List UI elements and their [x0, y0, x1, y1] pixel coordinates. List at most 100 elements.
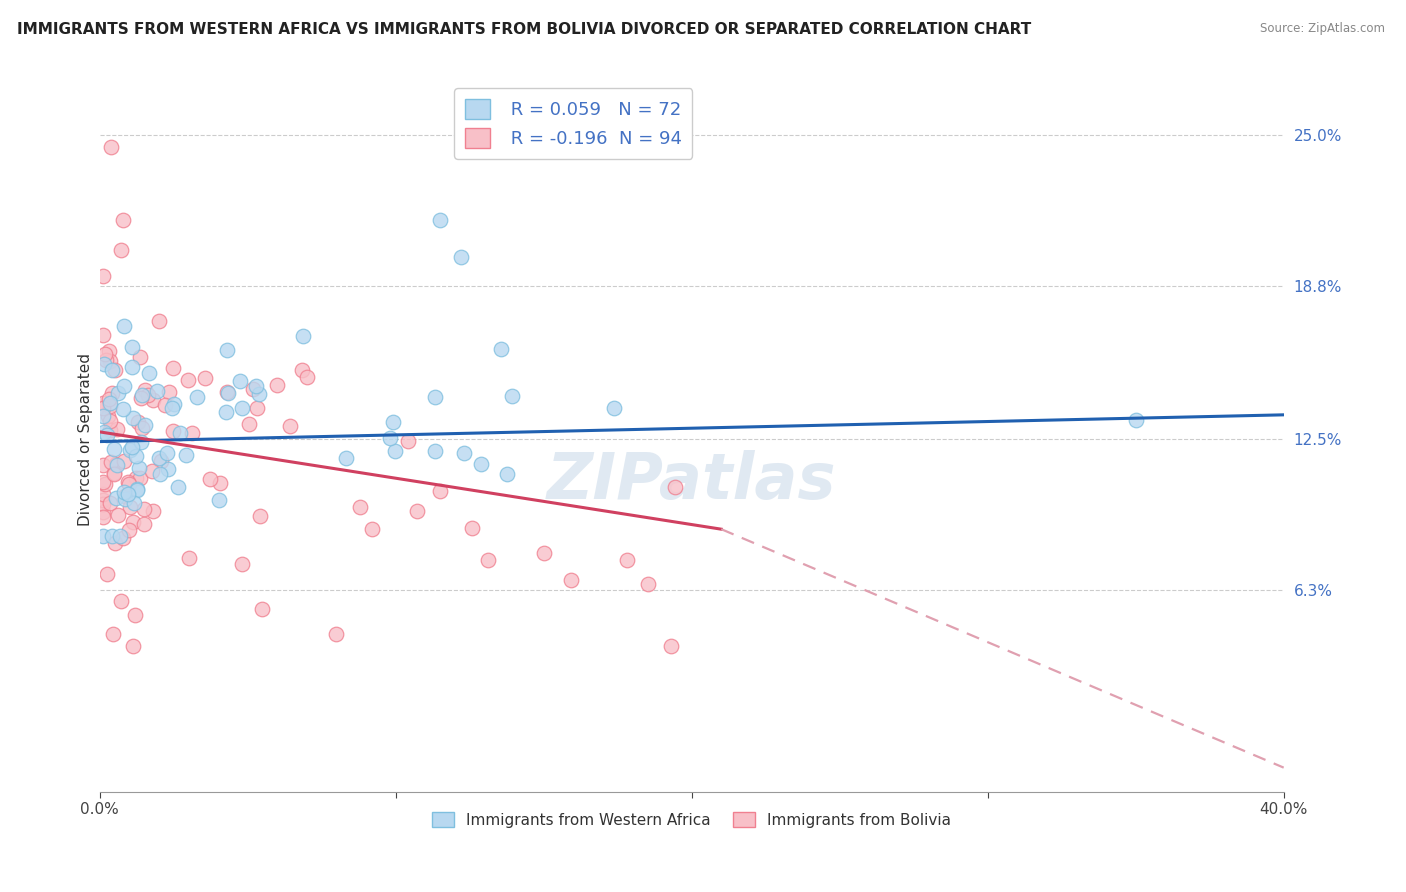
Point [129, 471, 152, 485]
Point [382, 415, 405, 429]
Point [169, 426, 191, 441]
Point [142, 504, 165, 518]
Point [138, 366, 160, 380]
Point [112, 454, 135, 468]
Point [229, 374, 252, 388]
Point [603, 401, 626, 415]
Point [134, 383, 156, 397]
Point [121, 639, 143, 653]
Point [127, 415, 149, 429]
Point [217, 386, 239, 401]
Point [103, 442, 125, 456]
Point [129, 350, 152, 364]
Point [659, 639, 682, 653]
Point [125, 471, 148, 485]
Point [208, 476, 231, 491]
Point [231, 557, 253, 571]
Point [94, 347, 117, 361]
Point [107, 508, 129, 522]
Point [495, 467, 517, 482]
Point [105, 458, 128, 472]
Point [132, 502, 155, 516]
Point [148, 314, 170, 328]
Point [110, 244, 132, 258]
Point [162, 397, 184, 411]
Point [114, 489, 136, 503]
Point [91, 492, 114, 507]
Point [91, 497, 114, 511]
Point [107, 385, 129, 400]
Point [149, 467, 172, 481]
Point [162, 360, 184, 375]
Point [560, 573, 582, 587]
Point [101, 362, 124, 376]
Point [177, 551, 200, 566]
Point [120, 442, 142, 457]
Point [121, 440, 143, 454]
Point [238, 417, 260, 432]
Point [145, 384, 167, 398]
Point [104, 536, 127, 550]
Point [325, 627, 347, 641]
Point [98, 344, 121, 359]
Point [138, 387, 160, 401]
Point [166, 480, 188, 494]
Point [111, 401, 134, 416]
Point [297, 370, 319, 384]
Point [98, 400, 121, 414]
Point [215, 405, 238, 419]
Point [450, 250, 472, 264]
Point [384, 444, 406, 458]
Point [141, 465, 163, 479]
Point [91, 475, 114, 489]
Point [181, 425, 204, 440]
Point [103, 466, 125, 480]
Point [93, 401, 115, 415]
Point [278, 419, 301, 434]
Point [423, 444, 446, 458]
Point [131, 388, 153, 402]
Point [176, 448, 198, 462]
Point [94, 477, 117, 491]
Point [114, 492, 136, 507]
Point [637, 577, 659, 591]
Point [117, 487, 139, 501]
Point [96, 428, 118, 442]
Point [96, 567, 118, 582]
Point [266, 378, 288, 392]
Point [616, 552, 638, 566]
Point [97, 409, 120, 423]
Point [134, 418, 156, 433]
Point [91, 529, 114, 543]
Point [349, 500, 371, 514]
Point [108, 529, 131, 543]
Point [100, 140, 122, 154]
Point [112, 379, 135, 393]
Point [1125, 412, 1147, 426]
Point [98, 392, 121, 406]
Point [217, 385, 239, 400]
Point [125, 482, 148, 496]
Point [105, 422, 128, 436]
Point [98, 396, 121, 410]
Point [461, 521, 484, 535]
Point [150, 453, 173, 467]
Point [245, 379, 267, 393]
Point [125, 483, 148, 498]
Point [117, 523, 139, 537]
Point [121, 340, 143, 354]
Point [118, 500, 141, 514]
Point [477, 553, 499, 567]
Point [335, 450, 357, 465]
Point [429, 213, 451, 227]
Point [98, 423, 121, 437]
Point [177, 373, 200, 387]
Point [91, 268, 114, 283]
Point [104, 362, 127, 376]
Point [131, 421, 153, 435]
Point [533, 546, 555, 560]
Point [249, 508, 271, 523]
Point [194, 371, 217, 385]
Point [112, 213, 135, 227]
Point [664, 480, 686, 494]
